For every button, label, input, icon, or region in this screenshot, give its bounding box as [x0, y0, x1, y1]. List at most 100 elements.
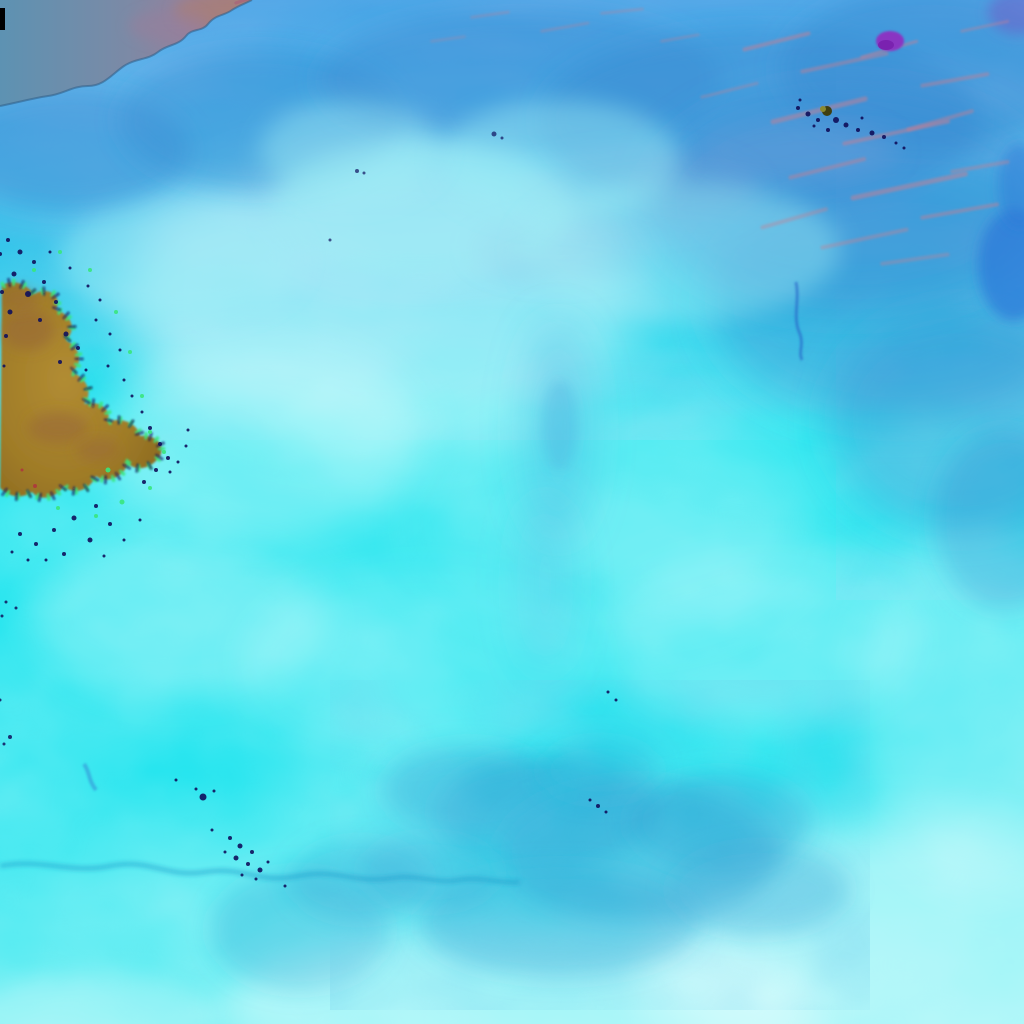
terrain-streak: [906, 109, 974, 132]
lowland-specks-dot: [210, 828, 214, 832]
lowland-specks-dot: [228, 836, 232, 840]
vegetation-fringe-specks-dot: [71, 515, 77, 521]
ridge-dash-specks-dot: [362, 171, 366, 175]
vegetation-fringe-specks-dot: [102, 554, 106, 558]
lowland-specks-dot: [254, 877, 258, 881]
corner-black-mark: [0, 8, 5, 30]
rust-red-dots-dot: [20, 468, 24, 472]
vegetation-fringe-specks-dot: [7, 309, 13, 315]
fringe-green-specks-dot: [32, 268, 36, 272]
vegetation-fringe-specks-dot: [68, 266, 72, 270]
mountain-shadow-specks-dot: [798, 98, 802, 102]
mountain-shadow-specks-dot: [796, 106, 800, 110]
purple-blob-core: [878, 40, 894, 50]
fringe-green-specks-dot: [148, 430, 152, 434]
lake-landmass: [0, 0, 260, 107]
vegetation-fringe-specks-dot: [86, 284, 90, 288]
vegetation-fringe-specks-dot: [62, 552, 66, 556]
terrain-streak: [950, 159, 1010, 174]
mountain-shadow-specks-dot: [860, 116, 864, 120]
purple-terrain-blob: [876, 31, 904, 51]
terrain-streak: [820, 227, 909, 250]
lowland-specks-dot: [237, 843, 243, 849]
lowland-specks-dot: [223, 850, 227, 854]
vegetation-fringe-specks-dot: [108, 332, 112, 336]
fringe-green-specks-dot: [119, 499, 125, 505]
soft-patch-lavender: [700, 120, 900, 180]
vegetation-fringe-specks-dot: [63, 331, 69, 337]
vegetation-fringe-specks-dot: [34, 542, 38, 546]
vegetation-fringe-specks-dot: [106, 364, 110, 368]
rust-red-dots-dot: [33, 484, 37, 488]
lowland-specks-dot: [240, 873, 244, 877]
fringe-green-specks-dot: [162, 450, 166, 454]
left-edge-specks-dot: [4, 600, 8, 604]
vegetation-fringe-specks-dot: [58, 360, 62, 364]
vegetation-fringe-specks-dot: [11, 271, 17, 277]
vegetation-fringe-specks-dot: [122, 378, 126, 382]
ridge-dash-specks: [328, 131, 504, 242]
ridge-dash-specks-dot: [328, 238, 332, 242]
soft-patch-band_dark: [935, 430, 1024, 610]
lowland-specks-dot: [250, 850, 254, 854]
stream-streak: [82, 762, 98, 792]
mountain-shadow-specks-dot: [882, 135, 886, 139]
vegetation-fringe-specks-dot: [54, 300, 58, 304]
vegetation-fringe-specks-dot: [25, 291, 31, 297]
soft-patch-pale_cloud: [100, 340, 420, 540]
vegetation-fringe-specks-dot: [2, 364, 6, 368]
vegetation-fringe-specks-dot: [0, 252, 2, 256]
vegetation-fringe-specks-dot: [154, 468, 158, 472]
lowland-mottle: [330, 680, 870, 1010]
specks-layer: [0, 98, 906, 888]
vegetation-rust-tint-3: [76, 438, 120, 462]
vegetation-fringe-specks-dot: [108, 522, 112, 526]
river-line: [0, 861, 521, 885]
vegetation-fringe-specks-dot: [10, 550, 14, 554]
vegetation-fringe-specks-dot: [122, 538, 126, 542]
lowland-specks-dot: [606, 690, 610, 694]
vegetation-fringe-specks-dot: [4, 334, 8, 338]
soft-patch-edge_blue: [978, 209, 1024, 321]
vegetation-fringe-specks-dot: [142, 480, 146, 484]
vegetation-fringe-specks-dot: [98, 298, 102, 302]
ridge-dash-specks-dot: [491, 131, 497, 137]
soft-patch-pale_cloud: [0, 975, 220, 1024]
mountain-shadow-specks-dot: [826, 128, 830, 132]
vegetation-fringe-specks-dot: [84, 368, 88, 372]
mountain-shadow-specks-dot: [894, 141, 898, 145]
vegetation-fringe-specks: [0, 238, 190, 562]
mountain-shadow-specks-dot: [902, 146, 906, 150]
left-edge-specks-dot: [0, 698, 2, 702]
terrain-streak: [700, 81, 759, 99]
left-edge-specks-dot: [8, 735, 12, 739]
vegetation-fringe-specks-dot: [148, 426, 152, 430]
vegetation-fringe-specks-dot: [186, 428, 190, 432]
lowland-specks-dot: [588, 798, 592, 802]
lowland-specks-dot: [614, 698, 618, 702]
lowland-specks-dot: [246, 862, 250, 866]
soft-patch-band_light: [520, 180, 840, 320]
vegetation-rust-tint-1: [2, 310, 54, 350]
vegetation-fringe-specks-dot: [32, 260, 36, 264]
terrain-streak: [788, 157, 867, 180]
mountain-shadow-specks-dot: [856, 128, 860, 132]
vegetation-fringe-specks-dot: [52, 528, 56, 532]
lowland-specks-dot: [199, 793, 207, 801]
mountain-shadow-specks-dot: [805, 111, 811, 117]
left-edge-specks: [0, 600, 18, 746]
vegetation-fringe-specks-dot: [94, 504, 98, 508]
vegetation-fringe-specks-dot: [76, 346, 80, 350]
mountain-shadow-specks-dot: [869, 130, 875, 136]
lowland-specks-dot: [604, 810, 608, 814]
vegetation-fringe-specks-dot: [26, 558, 30, 562]
vegetation-fringe-specks-dot: [140, 410, 144, 414]
mountain-shadow-specks: [796, 98, 906, 150]
vegetation-fringe-specks-dot: [176, 460, 180, 464]
vegetation-fringe-specks-dot: [17, 249, 23, 255]
fringe-green-specks-dot: [114, 310, 118, 314]
vegetation-fringe-specks-dot: [48, 250, 52, 254]
lowland-specks: [174, 690, 618, 888]
fringe-green-specks-dot: [128, 350, 132, 354]
